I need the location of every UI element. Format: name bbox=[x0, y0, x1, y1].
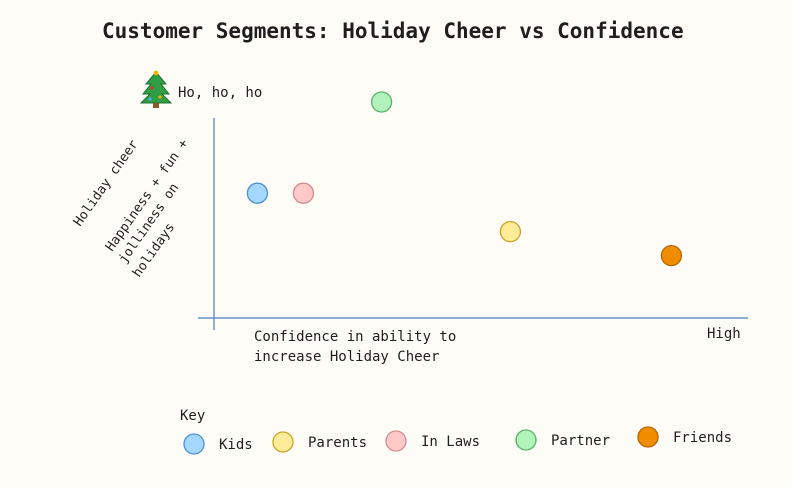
point-in-laws bbox=[292, 182, 315, 204]
legend-title: Key bbox=[180, 408, 205, 424]
legend-swatch bbox=[183, 433, 205, 455]
legend-label: Partner bbox=[551, 433, 610, 449]
christmas-tree-icon bbox=[139, 70, 173, 108]
point-parents bbox=[499, 220, 522, 243]
legend-label: In Laws bbox=[421, 434, 480, 450]
legend-item-friends: Friends bbox=[637, 426, 732, 448]
legend-swatch bbox=[637, 426, 659, 448]
x-axis-high-label: High bbox=[707, 326, 741, 342]
legend-swatch bbox=[272, 431, 294, 453]
x-axis-label-line-1: Confidence in ability to bbox=[254, 329, 456, 345]
legend-label: Friends bbox=[673, 430, 732, 446]
legend-label: Kids bbox=[219, 437, 253, 453]
legend-item-partner: Partner bbox=[515, 429, 610, 451]
legend-item-in-laws: In Laws bbox=[385, 430, 480, 452]
point-partner bbox=[370, 91, 393, 113]
x-axis-label-line-2: increase Holiday Cheer bbox=[254, 349, 439, 365]
legend-label: Parents bbox=[308, 435, 367, 451]
legend-swatch bbox=[515, 429, 537, 451]
data-points bbox=[246, 91, 683, 267]
top-annotation: Ho, ho, ho bbox=[178, 85, 262, 101]
chart-title: Customer Segments: Holiday Cheer vs Conf… bbox=[102, 19, 684, 43]
point-kids bbox=[246, 182, 269, 204]
legend-item-kids: Kids bbox=[183, 433, 253, 455]
legend-item-parents: Parents bbox=[272, 431, 367, 453]
point-friends bbox=[660, 244, 683, 267]
legend-swatch bbox=[385, 430, 407, 452]
legend: Kids Parents In Laws Partner Friends bbox=[183, 426, 732, 455]
